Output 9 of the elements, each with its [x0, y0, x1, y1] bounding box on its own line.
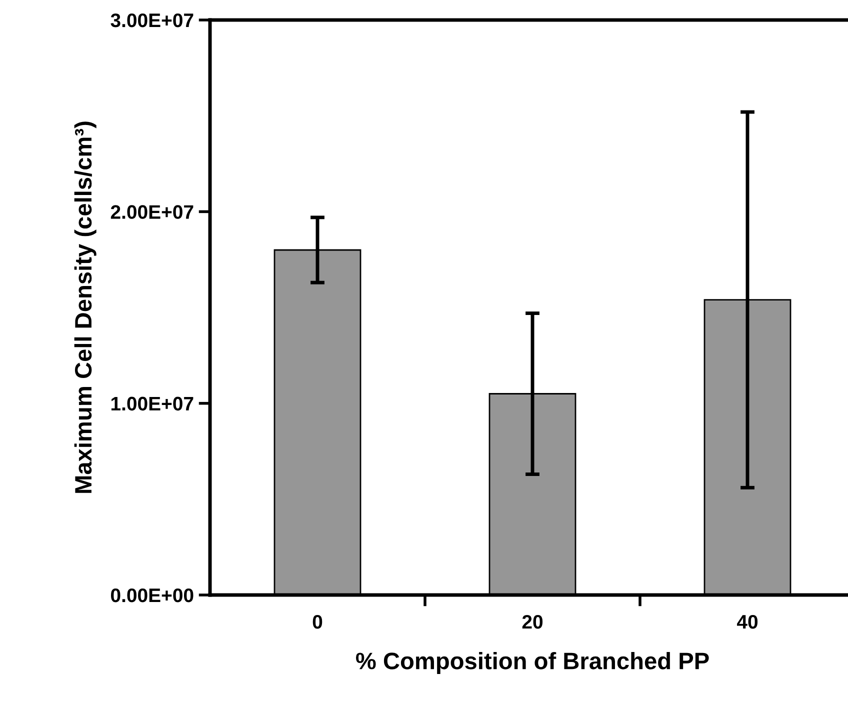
x-tick-label: 0: [312, 614, 322, 629]
y-tick-label: 1.00E+07: [111, 396, 194, 411]
y-tick-label: 3.00E+07: [110, 13, 194, 28]
x-axis-title: % Composition of Branched PP: [356, 652, 709, 674]
y-axis-title: Maximum Cell Density (cells/cm³): [74, 122, 96, 493]
x-tick-label: 20: [522, 614, 543, 629]
x-tick-label: 40: [736, 614, 758, 629]
y-tick-label: 0.00E+00: [111, 588, 194, 602]
y-tick-label: 2.00E+07: [110, 205, 194, 219]
